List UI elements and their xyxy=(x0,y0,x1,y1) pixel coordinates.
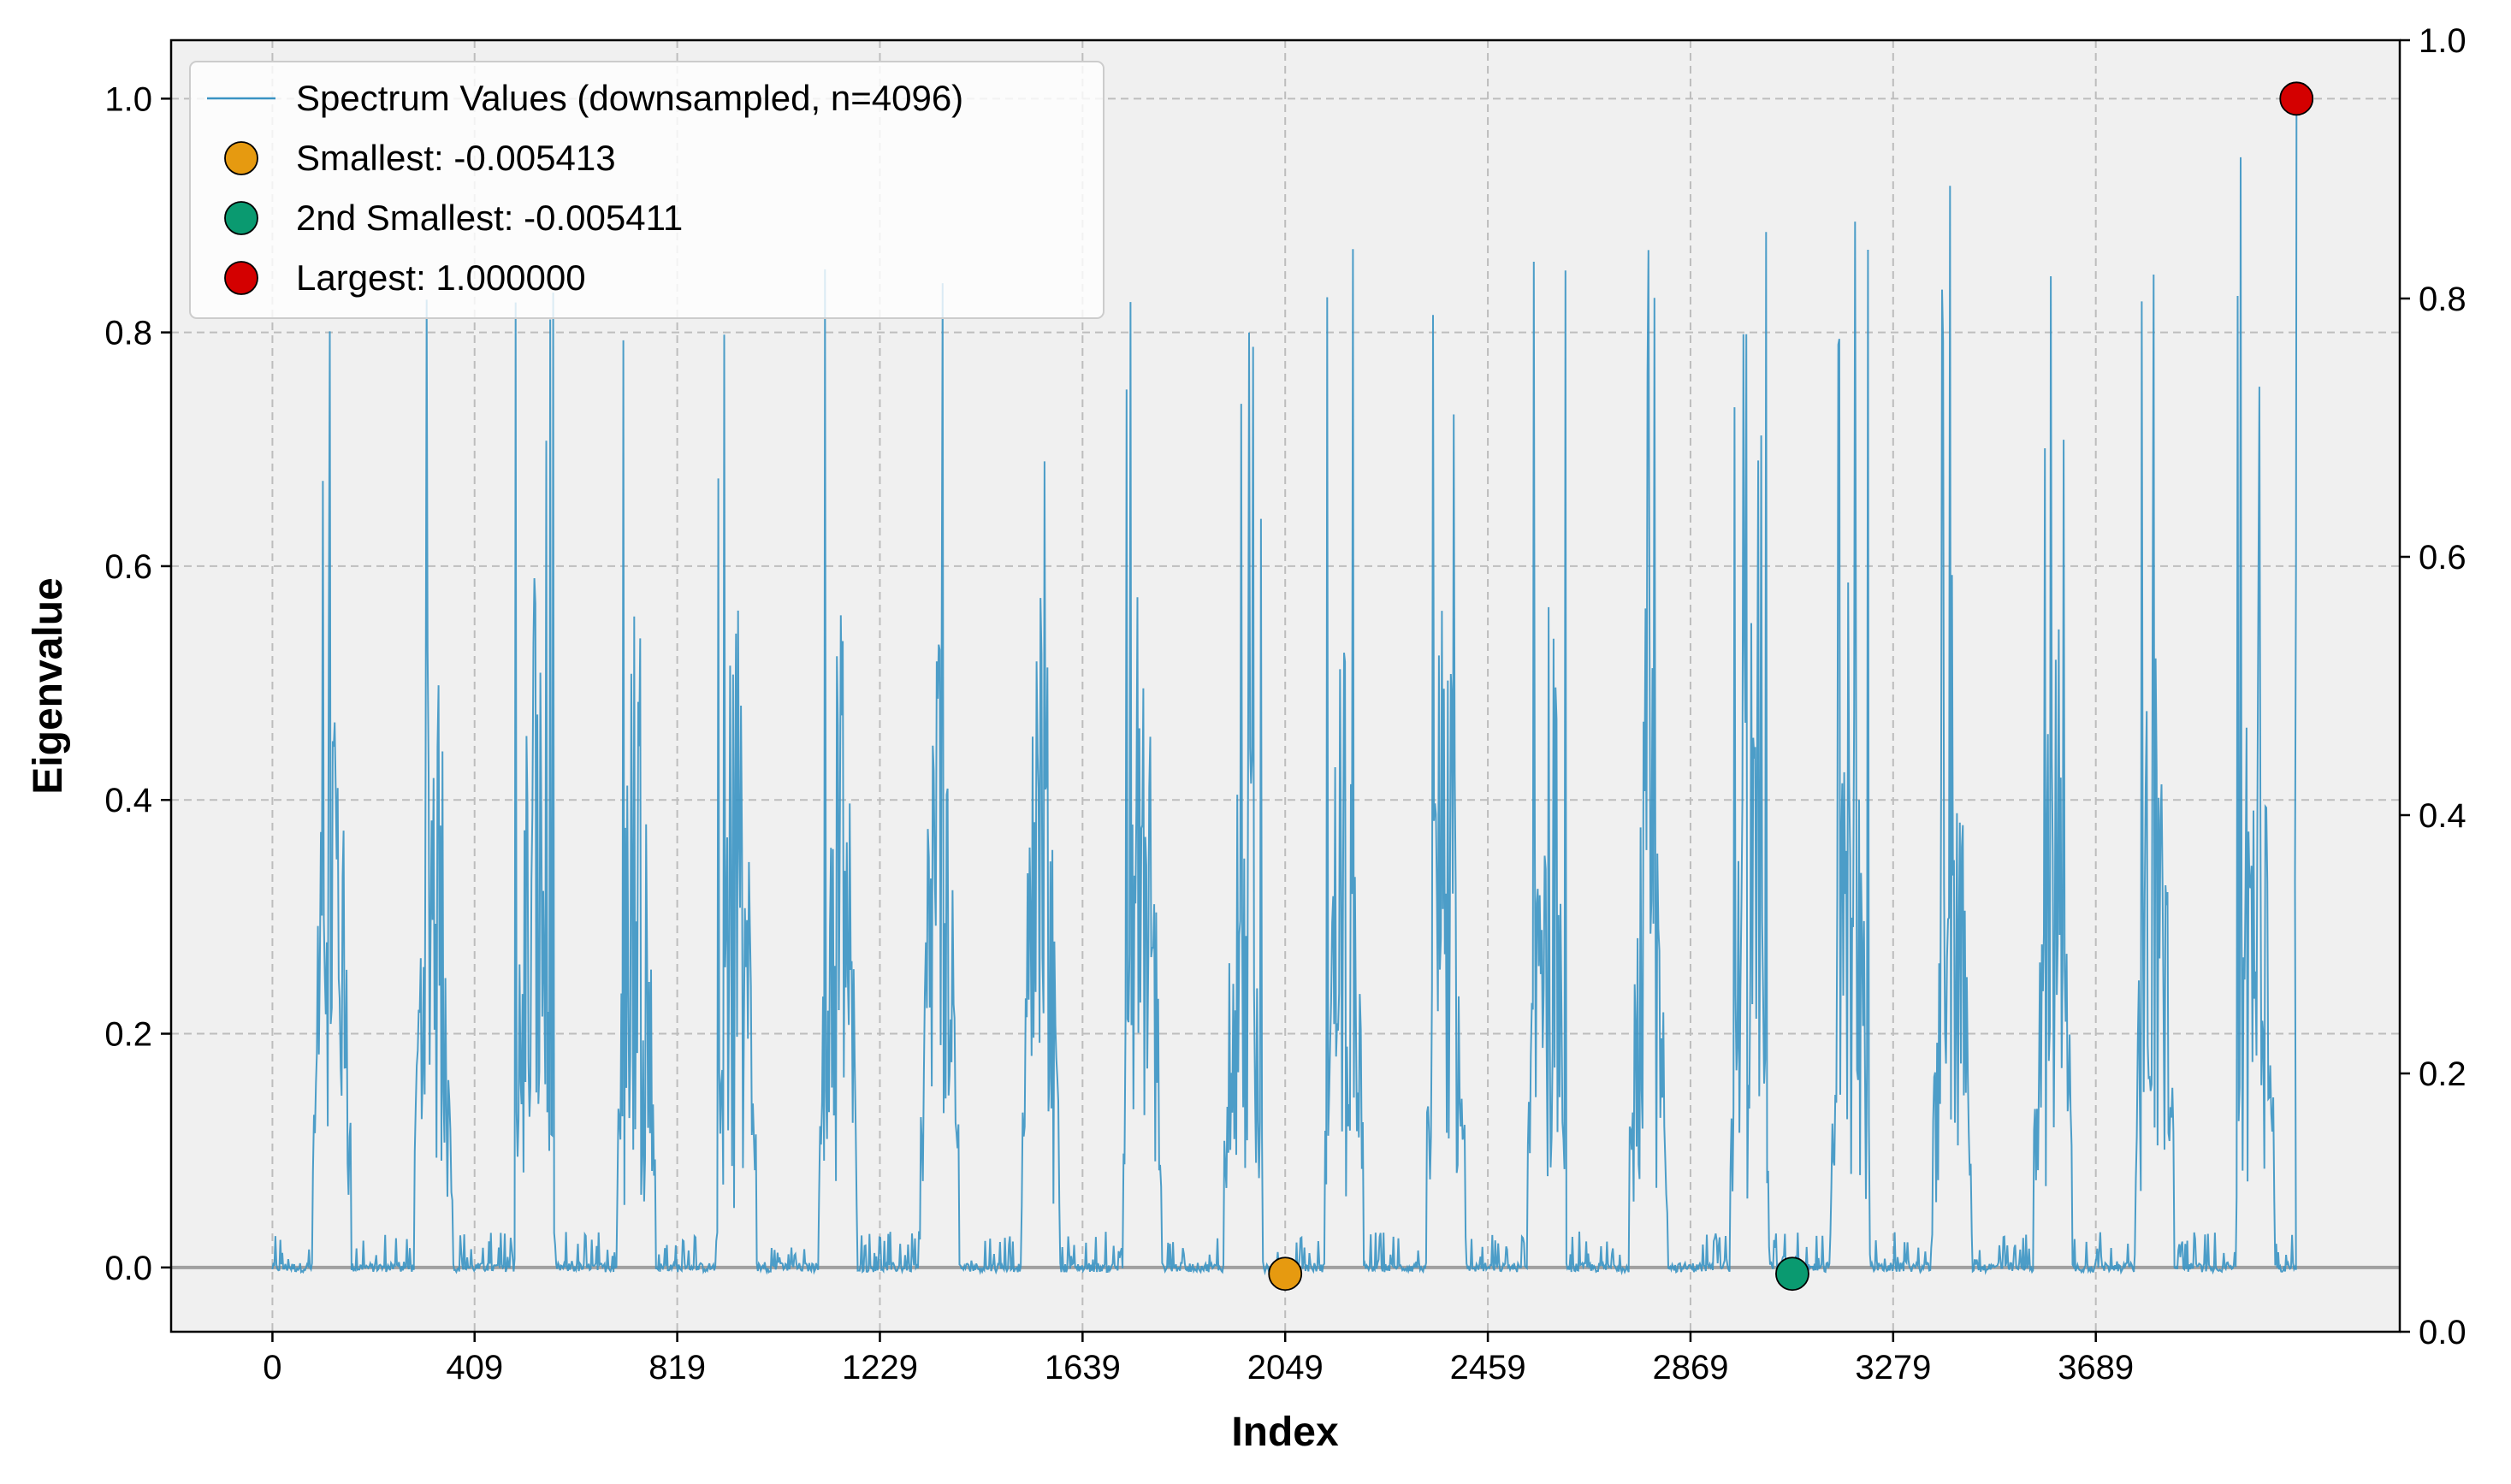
y-tick-label: 0.2 xyxy=(104,1016,152,1054)
right-y-tick-label: 0.6 xyxy=(2419,539,2467,576)
x-tick-label: 1229 xyxy=(842,1349,918,1386)
point-smallest xyxy=(1268,1256,1303,1292)
grid xyxy=(171,40,2400,1332)
legend: Spectrum Values (downsampled, n=4096) Sma… xyxy=(189,61,1104,319)
y-axis-title: Eigenvalue xyxy=(26,577,71,794)
x-axis: 0 409 819 1229 1639 2049 2459 2869 3279 3689 xyxy=(263,1332,2134,1386)
right-y-tick-label: 0.2 xyxy=(2419,1055,2467,1093)
right-y-tick-label: 0.4 xyxy=(2419,797,2467,835)
x-tick-label: 3689 xyxy=(2058,1349,2134,1386)
right-y-tick-label: 0.0 xyxy=(2419,1314,2467,1351)
legend-frame xyxy=(189,61,1104,319)
x-tick-label: 819 xyxy=(648,1349,706,1386)
legend-marker-swatch xyxy=(224,201,258,235)
point-largest xyxy=(2279,81,2314,116)
legend-label: Spectrum Values (downsampled, n=4096) xyxy=(296,78,963,118)
x-tick-label: 2459 xyxy=(1450,1349,1526,1386)
legend-label: Smallest: -0.005413 xyxy=(296,138,616,178)
legend-marker-swatch xyxy=(224,141,258,175)
x-tick-label: 1639 xyxy=(1045,1349,1121,1386)
x-tick-label: 409 xyxy=(446,1349,503,1386)
x-tick-label: 3279 xyxy=(1855,1349,1931,1386)
y-axis-left: 0.0 0.2 0.4 0.6 0.8 1.0 xyxy=(104,80,171,1287)
y-tick-label: 0.4 xyxy=(104,782,152,819)
y-tick-label: 1.0 xyxy=(104,80,152,118)
x-tick-label: 2869 xyxy=(1652,1349,1728,1386)
legend-marker-swatch xyxy=(224,261,258,295)
point-second-smallest xyxy=(1775,1256,1809,1292)
legend-label: Largest: 1.000000 xyxy=(296,257,586,298)
y-tick-label: 0.6 xyxy=(104,548,152,586)
right-y-tick-label: 0.8 xyxy=(2419,281,2467,318)
y-tick-label: 0.0 xyxy=(104,1250,152,1287)
right-y-tick-label: 1.0 xyxy=(2419,22,2467,60)
x-axis-title: Index xyxy=(1231,1410,1339,1455)
x-tick-label: 0 xyxy=(263,1349,281,1386)
legend-label: 2nd Smallest: -0.005411 xyxy=(296,198,683,238)
point-marks xyxy=(1268,81,2314,1292)
x-tick-label: 2049 xyxy=(1247,1349,1324,1386)
y-axis-right: 0.0 0.2 0.4 0.6 0.8 1.0 xyxy=(2400,22,2467,1351)
y-tick-label: 0.8 xyxy=(104,315,152,352)
